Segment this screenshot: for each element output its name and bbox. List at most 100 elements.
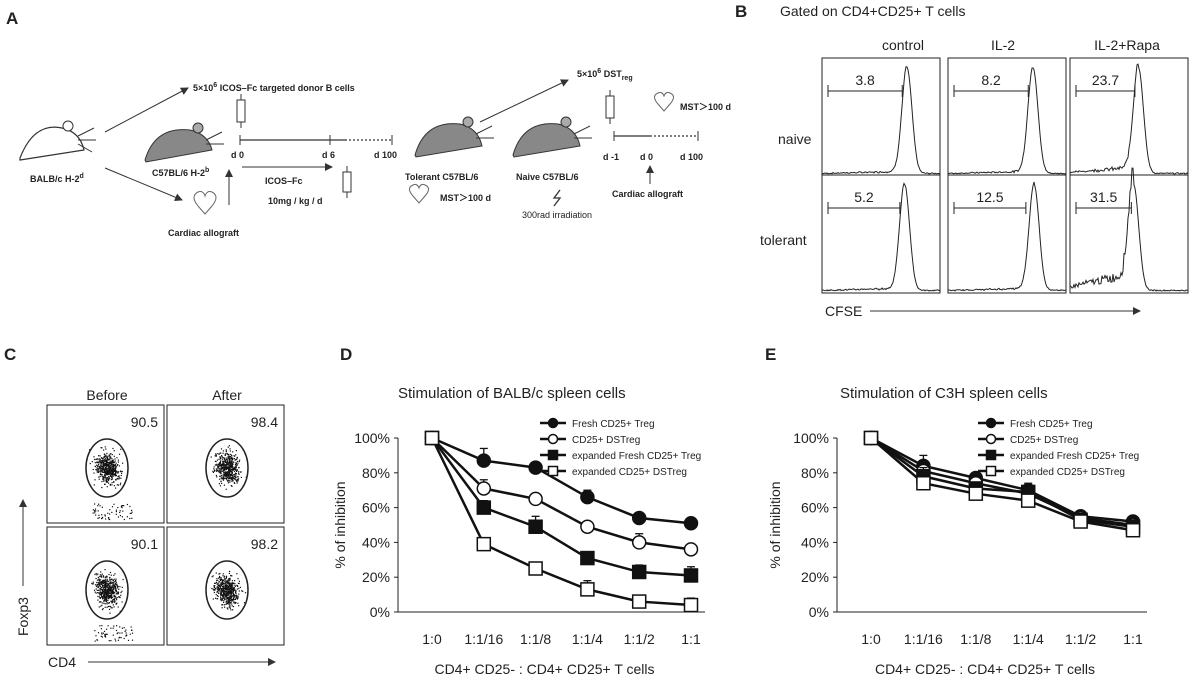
col-label-control: control [882, 37, 924, 53]
y-axis-label: % of inhibition [767, 481, 783, 568]
x-tick-label: 1:1/4 [572, 631, 603, 647]
x-axis-label: CD4+ CD25- : CD4+ CD25+ T cells [875, 661, 1095, 677]
dst-dose: 5×10 [577, 69, 597, 79]
gate-percentage: 98.4 [251, 414, 278, 430]
histogram-frame [1069, 57, 1189, 177]
timeline-d100: d 100 [374, 150, 397, 160]
histogram-curve [1069, 63, 1189, 175]
data-point [985, 465, 997, 477]
series-line [870, 436, 1134, 527]
histogram-frame [947, 174, 1067, 294]
mst-right-label: MST＞100 d [680, 102, 731, 112]
timeline-right-d0: d 0 [640, 152, 653, 162]
data-point [528, 519, 543, 534]
gate-percentage: 31.5 [1090, 189, 1117, 205]
data-point [547, 433, 559, 445]
panel-c: C Before After 90.5 98.4 90.1 98.2 Foxp3 CD… [4, 345, 285, 670]
data-point [683, 597, 699, 613]
legend-label: Fresh CD25+ Treg [1010, 419, 1093, 430]
heart-icon [654, 91, 674, 112]
gate-ellipse [205, 438, 249, 498]
panel-a: A BALB/c H-2d 5×106 ICOS–Fc targeted don… [6, 9, 731, 238]
svg-text:5×106 DSTreg: 5×106 DSTreg [577, 68, 633, 82]
data-point [683, 516, 699, 531]
x-tick-label: 1:1/8 [960, 631, 991, 647]
legend-label: expanded Fresh CD25+ Treg [572, 451, 701, 462]
x-tick-label: 1:1/2 [624, 631, 655, 647]
panel-label-a: A [6, 9, 18, 28]
gate-percentage: 12.5 [976, 189, 1003, 205]
legend-label: expanded CD25+ DSTreg [1010, 467, 1125, 478]
series-line [870, 437, 1134, 532]
gate-ellipse [205, 560, 249, 620]
legend-label: expanded Fresh CD25+ Treg [1010, 451, 1139, 462]
panel-label-e: E [765, 345, 776, 364]
panel-label-b: B [735, 2, 747, 21]
data-point [476, 453, 492, 468]
chart-title: Stimulation of BALB/c spleen cells [398, 385, 626, 402]
legend-label: CD25+ DSTreg [1010, 435, 1078, 446]
y-tick-label: 80% [801, 465, 829, 481]
dst-dose-exponent: 6 [597, 68, 601, 75]
data-point [985, 417, 997, 429]
histogram-curve [822, 182, 941, 292]
cardiac-right-label: Cardiac allograft [612, 189, 683, 199]
naive-mouse-icon [512, 116, 592, 158]
tolerant-mouse-icon [414, 116, 494, 158]
x-tick-label: 1:0 [422, 631, 442, 647]
x-tick-label: 1:0 [861, 631, 881, 647]
data-point [547, 465, 559, 477]
chart-title: Stimulation of C3H spleen cells [840, 385, 1048, 402]
naive-label: Naive C57BL/6 [516, 172, 579, 182]
col-label-il2-rapa: IL-2+Rapa [1094, 37, 1160, 53]
y-axis-label: % of inhibition [332, 481, 348, 568]
bcell-dose: 5×10 [193, 83, 213, 93]
icos-fc-label: ICOS–Fc [265, 176, 303, 186]
col-label-after: After [212, 387, 242, 403]
data-point [476, 536, 492, 552]
recipient-haplotype: b [205, 167, 209, 174]
y-tick-label: 40% [801, 534, 829, 550]
series-fresh-cd25-treg [424, 430, 699, 531]
gate-percentage: 8.2 [981, 72, 1001, 88]
x-tick-label: 1:1/16 [464, 631, 503, 647]
data-point [631, 564, 647, 580]
gate-percentage: 5.2 [854, 189, 874, 205]
series-fresh-cd25-treg [863, 430, 1141, 529]
y-tick-label: 20% [362, 569, 390, 585]
icos-fc-dose: 10mg / kg / d [268, 196, 323, 206]
legend-label: CD25+ DSTreg [572, 435, 640, 446]
panel-e: E Stimulation of C3H spleen cells 0% 20% 40… [765, 345, 1147, 677]
timeline-d0: d 0 [231, 150, 244, 160]
data-point [1125, 522, 1141, 538]
data-point [580, 489, 595, 505]
heart-icon [193, 191, 217, 215]
y-tick-label: 100% [793, 430, 829, 446]
data-point [631, 510, 647, 526]
legend-label: Fresh CD25+ Treg [572, 419, 655, 430]
data-point [631, 594, 647, 609]
data-point [580, 550, 595, 566]
panel-b: B Gated on CD4+CD25+ T cells control IL-… [735, 2, 1189, 319]
series-line [870, 436, 1134, 528]
panel-label-c: C [4, 345, 16, 364]
data-point [631, 535, 647, 550]
histogram-frame [1069, 174, 1189, 294]
gate-percentage: 3.8 [855, 72, 875, 88]
dst-label: DST [601, 69, 622, 79]
syringe-icon [342, 166, 352, 198]
svg-text:5×106 ICOS–Fc targeted donor B: 5×106 ICOS–Fc targeted donor B cells [193, 82, 355, 93]
donor-label: BALB/c H-2 [30, 174, 80, 184]
y-tick-label: 60% [362, 500, 390, 516]
donor-mouse-icon [19, 120, 96, 161]
gate-ellipse [85, 438, 129, 498]
histogram-frame [947, 57, 1067, 177]
recipient-mouse-icon [144, 122, 224, 163]
series-line [430, 437, 692, 607]
histogram-curve [947, 67, 1067, 175]
x-tick-label: 1:1/4 [1013, 631, 1044, 647]
gate-percentage: 98.2 [251, 536, 278, 552]
data-point [580, 519, 595, 534]
gate-percentage: 90.1 [131, 536, 158, 552]
gate-percentage: 90.5 [131, 414, 158, 430]
